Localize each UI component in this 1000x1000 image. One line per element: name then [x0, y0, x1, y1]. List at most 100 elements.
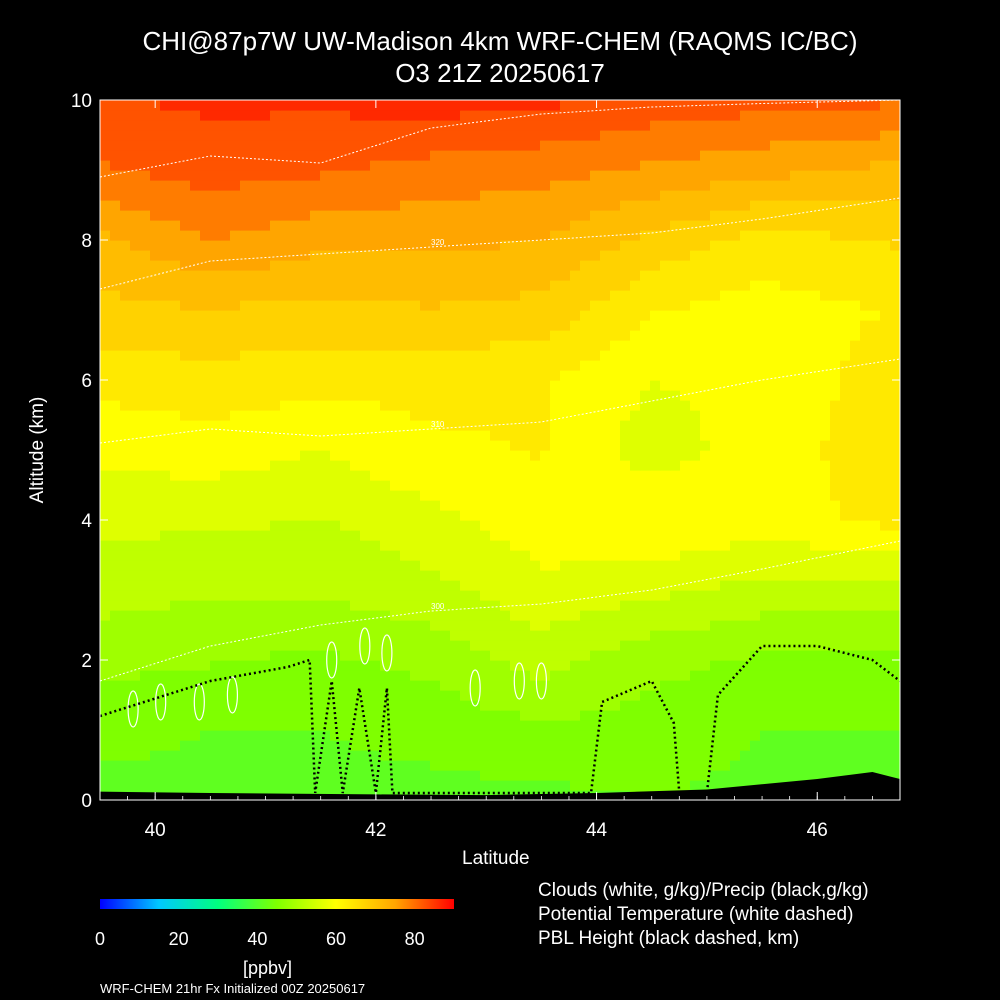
heatmap-cell — [670, 630, 681, 641]
heatmap-cell — [120, 750, 131, 761]
heatmap-cell — [640, 580, 651, 591]
heatmap-cell — [360, 600, 371, 611]
heatmap-cell — [370, 660, 381, 671]
heatmap-cell — [770, 740, 781, 751]
heatmap-cell — [250, 510, 261, 521]
heatmap-cell — [240, 510, 251, 521]
heatmap-cell — [310, 250, 321, 261]
heatmap-cell — [310, 520, 321, 531]
heatmap-cell — [410, 570, 421, 581]
heatmap-cell — [670, 410, 681, 421]
heatmap-cell — [480, 190, 491, 201]
heatmap-cell — [310, 710, 321, 721]
heatmap-cell — [700, 290, 711, 301]
heatmap-cell — [320, 360, 331, 371]
heatmap-cell — [350, 770, 361, 781]
heatmap-cell — [350, 640, 361, 651]
heatmap-cell — [300, 300, 311, 311]
heatmap-cell — [210, 220, 221, 231]
heatmap-cell — [250, 370, 261, 381]
heatmap-cell — [170, 690, 181, 701]
heatmap-cell — [590, 350, 601, 361]
heatmap-cell — [720, 250, 731, 261]
heatmap-cell — [740, 390, 751, 401]
heatmap-cell — [400, 350, 411, 361]
heatmap-cell — [320, 650, 331, 661]
heatmap-cell — [160, 640, 171, 651]
heatmap-cell — [130, 760, 141, 771]
heatmap-cell — [510, 550, 521, 561]
heatmap-cell — [270, 490, 281, 501]
heatmap-cell — [700, 400, 711, 411]
heatmap-cell — [260, 520, 271, 531]
heatmap-cell — [560, 610, 571, 621]
heatmap-cell — [390, 190, 401, 201]
heatmap-cell — [350, 590, 361, 601]
heatmap-cell — [480, 440, 491, 451]
heatmap-cell — [860, 380, 871, 391]
heatmap-cell — [420, 290, 431, 301]
heatmap-cell — [210, 550, 221, 561]
heatmap-cell — [760, 450, 771, 461]
heatmap-cell — [510, 770, 521, 781]
heatmap-cell — [370, 240, 381, 251]
heatmap-cell — [870, 590, 881, 601]
heatmap-cell — [480, 470, 491, 481]
heatmap-cell — [360, 280, 371, 291]
heatmap-cell — [200, 190, 211, 201]
heatmap-cell — [670, 780, 681, 791]
heatmap-cell — [370, 340, 381, 351]
heatmap-cell — [640, 290, 651, 301]
heatmap-cell — [550, 720, 561, 731]
heatmap-cell — [640, 570, 651, 581]
heatmap-cell — [270, 600, 281, 611]
heatmap-cell — [280, 340, 291, 351]
heatmap-cell — [240, 420, 251, 431]
heatmap-cell — [500, 380, 511, 391]
heatmap-cell — [370, 210, 381, 221]
heatmap-cell — [330, 620, 341, 631]
heatmap-cell — [660, 480, 671, 491]
heatmap-cell — [680, 440, 691, 451]
heatmap-cell — [790, 690, 801, 701]
heatmap-cell — [560, 490, 571, 501]
heatmap-cell — [670, 330, 681, 341]
heatmap-cell — [590, 340, 601, 351]
heatmap-cell — [560, 190, 571, 201]
heatmap-cell — [110, 210, 121, 221]
heatmap-cell — [390, 380, 401, 391]
heatmap-cell — [180, 720, 191, 731]
heatmap-cell — [570, 740, 581, 751]
heatmap-cell — [370, 250, 381, 261]
heatmap-cell — [890, 360, 900, 371]
heatmap-cell — [380, 710, 391, 721]
heatmap-cell — [340, 510, 351, 521]
heatmap-cell — [420, 760, 431, 771]
heatmap-cell — [530, 740, 541, 751]
heatmap-cell — [870, 330, 881, 341]
heatmap-cell — [790, 430, 801, 441]
heatmap-cell — [270, 220, 281, 231]
heatmap-cell — [420, 590, 431, 601]
heatmap-cell — [220, 670, 231, 681]
heatmap-cell — [120, 490, 131, 501]
heatmap-cell — [320, 580, 331, 591]
heatmap-cell — [130, 600, 141, 611]
heatmap-cell — [530, 590, 541, 601]
heatmap-cell — [380, 550, 391, 561]
heatmap-cell — [720, 770, 731, 781]
heatmap-cell — [830, 320, 841, 331]
heatmap-cell — [380, 390, 391, 401]
heatmap-cell — [250, 750, 261, 761]
heatmap-cell — [890, 200, 900, 211]
heatmap-cell — [170, 710, 181, 721]
heatmap-cell — [170, 490, 181, 501]
heatmap-cell — [670, 550, 681, 561]
heatmap-cell — [560, 550, 571, 561]
heatmap-cell — [870, 310, 881, 321]
heatmap-cell — [610, 550, 621, 561]
heatmap-cell — [190, 440, 201, 451]
heatmap-cell — [440, 730, 451, 741]
heatmap-cell — [310, 560, 321, 571]
heatmap-cell — [300, 210, 311, 221]
